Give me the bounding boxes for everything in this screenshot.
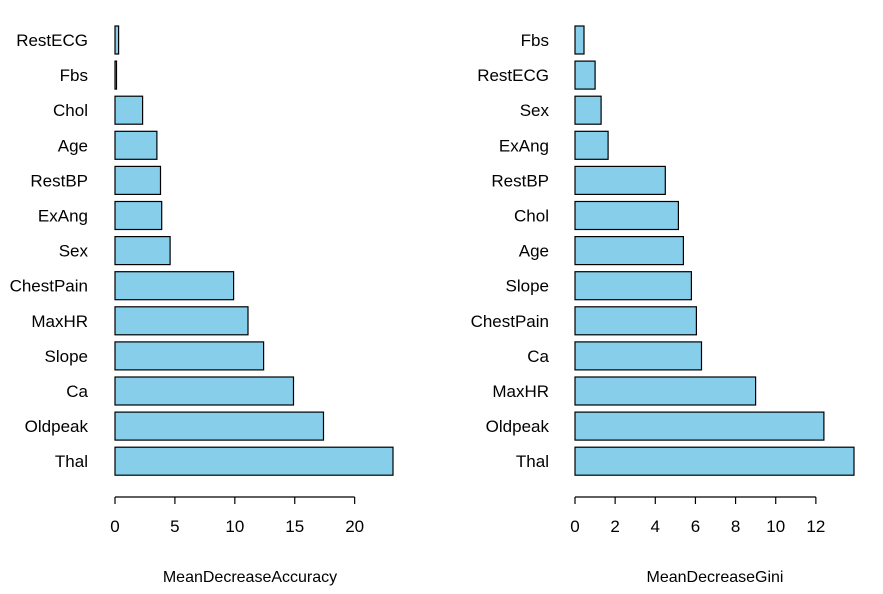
x-tick-label: 6 (691, 517, 700, 536)
bar-restecg (574, 60, 596, 90)
category-label: Thal (516, 452, 549, 471)
category-label: Fbs (521, 31, 549, 50)
category-label: Sex (59, 242, 89, 261)
bar-restecg (114, 25, 120, 55)
bar-maxhr (574, 376, 757, 406)
x-axis-label: MeanDecreaseAccuracy (163, 569, 337, 586)
bar-chol (574, 200, 680, 231)
bar-slope (114, 341, 265, 371)
bar-oldpeak (114, 411, 325, 441)
bar-maxhr (114, 306, 249, 336)
x-tick-label: 20 (345, 517, 364, 536)
bar-ca (114, 376, 295, 406)
bar-sex (574, 95, 602, 125)
x-tick-label: 5 (170, 517, 179, 536)
category-label: ExAng (499, 136, 549, 155)
x-tick-label: 8 (731, 517, 740, 536)
category-label: MaxHR (31, 312, 88, 331)
category-label: Age (519, 242, 549, 261)
bar-exang (114, 200, 163, 231)
category-label: ExAng (38, 207, 88, 226)
bar-fbs (574, 25, 585, 55)
x-tick-label: 0 (110, 517, 119, 536)
bar-thal (114, 446, 394, 476)
category-label: Ca (66, 382, 88, 401)
bar-restbp (574, 165, 666, 195)
x-tick-label: 10 (766, 517, 785, 536)
chart-mean-decrease-gini: Fbs RestECG Sex ExAng RestBP Chol Age Slope Ches… (471, 25, 855, 586)
category-label: Chol (514, 207, 549, 226)
x-tick-label: 4 (651, 517, 660, 536)
bar-ca (574, 341, 703, 371)
bar-age (574, 236, 685, 266)
bar-slope (574, 271, 693, 301)
category-label: Fbs (60, 66, 88, 85)
x-tick-label: 2 (610, 517, 619, 536)
x-axis-label: MeanDecreaseGini (647, 569, 784, 586)
bar-oldpeak (574, 411, 825, 441)
bar-exang (574, 130, 609, 160)
bar-age (114, 130, 158, 160)
x-tick-label: 0 (570, 517, 579, 536)
category-label: RestECG (477, 66, 549, 85)
x-tick-label: 15 (285, 517, 304, 536)
category-label: Ca (527, 347, 549, 366)
x-tick-label: 12 (806, 517, 825, 536)
category-label: MaxHR (492, 382, 549, 401)
x-tick-label: 10 (225, 517, 244, 536)
category-label: Oldpeak (486, 417, 550, 436)
category-label: ChestPain (471, 312, 549, 331)
category-label: Chol (53, 101, 88, 120)
category-label: RestBP (491, 171, 549, 190)
bar-chestpain (114, 271, 235, 301)
bar-chol (114, 95, 144, 125)
bar-thal (574, 446, 855, 476)
category-label: Slope (506, 277, 549, 296)
category-label: Sex (520, 101, 550, 120)
bar-sex (114, 236, 171, 266)
bar-restbp (114, 165, 162, 195)
category-label: Thal (55, 452, 88, 471)
category-label: Slope (45, 347, 88, 366)
category-label: Oldpeak (25, 417, 89, 436)
category-label: ChestPain (10, 277, 88, 296)
chart-mean-decrease-accuracy: RestECG Fbs Chol Age RestBP ExAng Sex ChestPain… (10, 25, 394, 586)
bar-chestpain (574, 306, 698, 336)
category-label: RestBP (30, 171, 88, 190)
category-label: RestECG (16, 31, 88, 50)
bar-fbs (114, 60, 118, 90)
category-label: Age (58, 136, 88, 155)
